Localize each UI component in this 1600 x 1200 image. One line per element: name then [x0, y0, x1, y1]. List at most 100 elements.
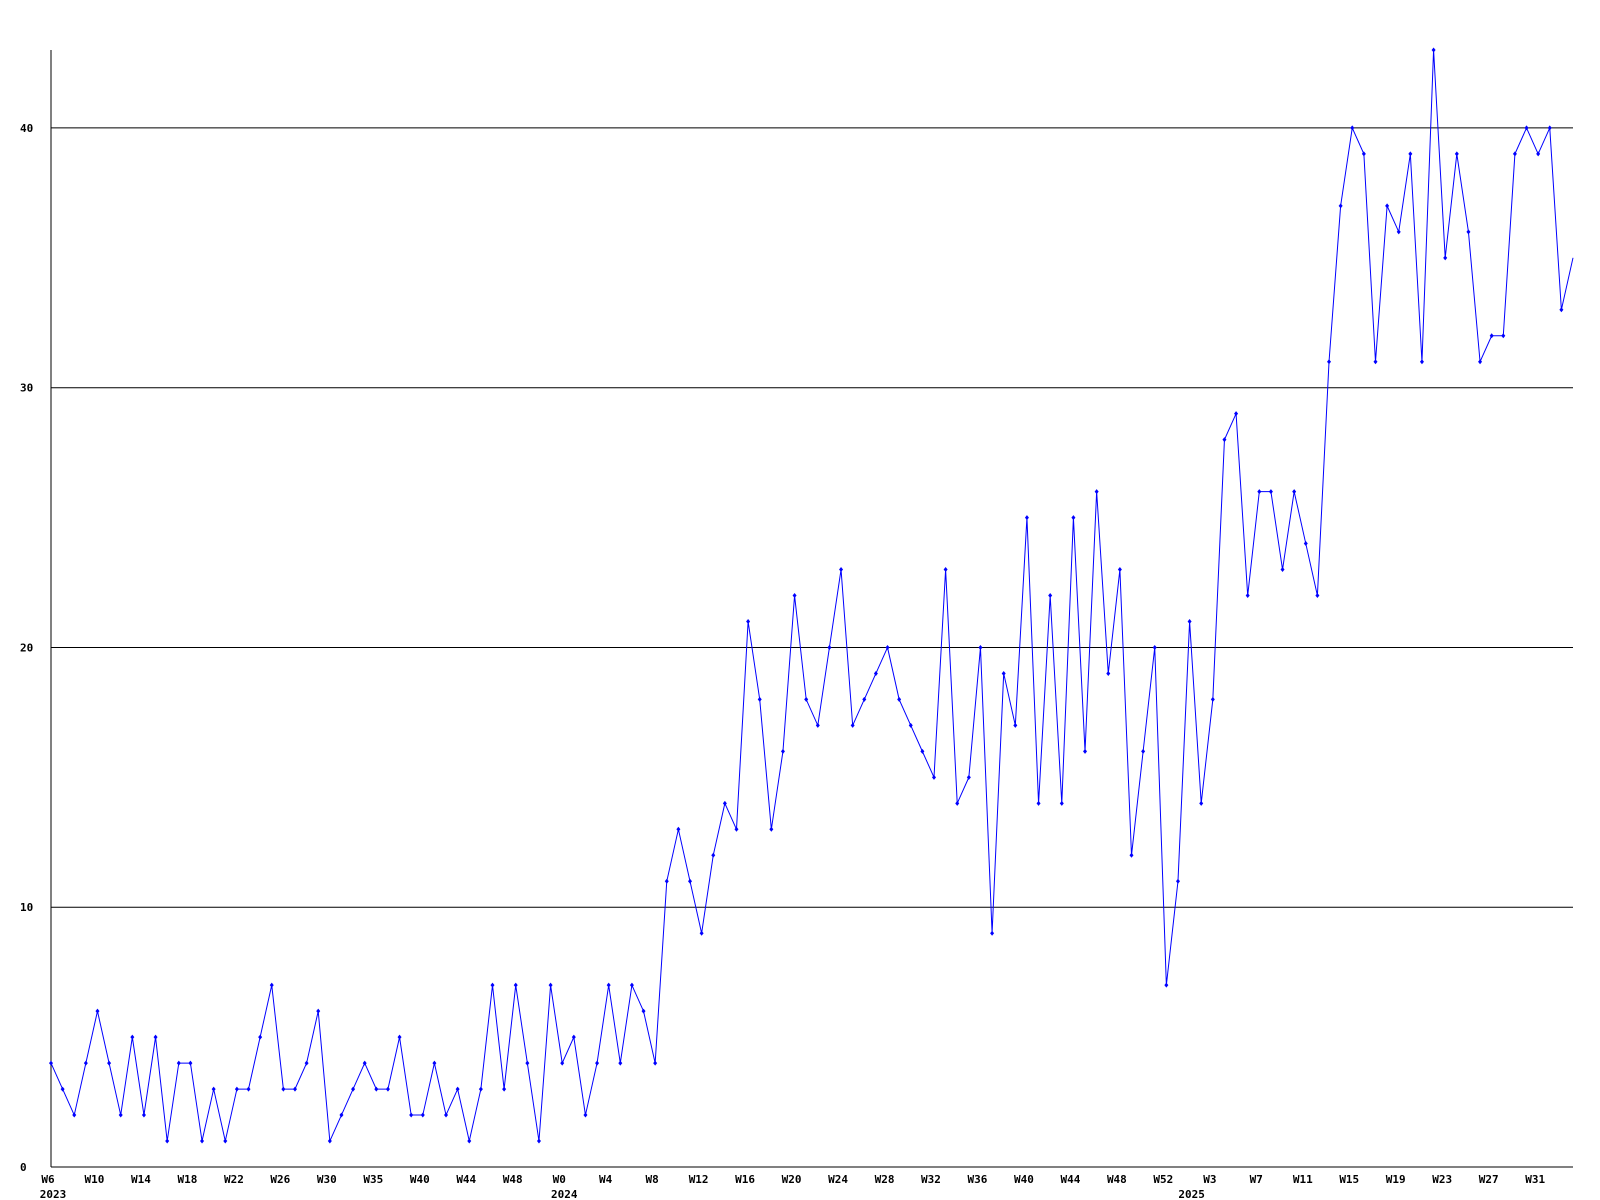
- data-point: [188, 1060, 193, 1066]
- data-point: [1327, 359, 1332, 365]
- data-point: [107, 1060, 112, 1066]
- data-point: [409, 1112, 414, 1118]
- x-tick-label: W6: [41, 1173, 55, 1186]
- data-point: [1036, 800, 1041, 806]
- data-point: [397, 1034, 402, 1040]
- data-point: [83, 1060, 88, 1066]
- data-point: [1199, 800, 1204, 806]
- y-tick-label: 30: [20, 382, 33, 395]
- data-point: [699, 930, 704, 936]
- data-point: [1117, 567, 1122, 573]
- data-point: [258, 1034, 263, 1040]
- x-tick-label: W48: [1107, 1173, 1127, 1186]
- data-point: [1512, 151, 1517, 157]
- data-point: [49, 1060, 53, 1066]
- x-tick-label: W22: [224, 1173, 244, 1186]
- data-point: [1245, 593, 1250, 599]
- data-point: [327, 1138, 332, 1144]
- x-tick-label: W3: [1203, 1173, 1216, 1186]
- data-point: [165, 1138, 170, 1144]
- data-point: [769, 826, 774, 832]
- data-point: [827, 644, 832, 650]
- data-point: [1292, 489, 1297, 495]
- data-point: [1443, 255, 1448, 261]
- data-point: [130, 1034, 135, 1040]
- data-point: [234, 1086, 239, 1092]
- data-point: [467, 1138, 472, 1144]
- x-tick-label: W0: [553, 1173, 566, 1186]
- x-tick-label: W4: [599, 1173, 613, 1186]
- data-point: [211, 1086, 216, 1092]
- data-point: [432, 1060, 437, 1066]
- data-point: [931, 774, 936, 780]
- x-tick-label: W15: [1339, 1173, 1359, 1186]
- x-tick-label: W14: [131, 1173, 151, 1186]
- data-point: [1536, 151, 1541, 157]
- data-point: [304, 1060, 309, 1066]
- data-point: [1385, 203, 1390, 209]
- data-point: [1083, 748, 1088, 754]
- data-point: [374, 1086, 379, 1092]
- data-point: [1141, 748, 1146, 754]
- data-point: [1013, 722, 1018, 728]
- x-tick-label: W16: [735, 1173, 755, 1186]
- data-point: [223, 1138, 228, 1144]
- x-tick-label: W27: [1479, 1173, 1499, 1186]
- data-point: [292, 1086, 297, 1092]
- data-point: [362, 1060, 367, 1066]
- data-point: [1431, 47, 1436, 53]
- data-point: [1164, 982, 1169, 988]
- data-point: [478, 1086, 483, 1092]
- data-point: [1361, 151, 1366, 157]
- data-point: [990, 930, 995, 936]
- data-point: [1373, 359, 1378, 365]
- data-point: [1396, 229, 1401, 235]
- data-point: [1234, 411, 1239, 417]
- data-point: [1454, 151, 1459, 157]
- data-point: [734, 826, 739, 832]
- data-point: [316, 1008, 321, 1014]
- data-point: [629, 982, 634, 988]
- data-point: [711, 852, 716, 858]
- data-point: [72, 1112, 77, 1118]
- x-tick-label: W44: [1060, 1173, 1080, 1186]
- data-point: [200, 1138, 205, 1144]
- y-tick-label: 20: [20, 641, 33, 654]
- x-tick-label: W18: [177, 1173, 197, 1186]
- data-point: [908, 722, 913, 728]
- data-point: [955, 800, 960, 806]
- data-point: [176, 1060, 181, 1066]
- data-point: [141, 1112, 146, 1118]
- data-point: [1059, 800, 1064, 806]
- data-point: [339, 1112, 344, 1118]
- data-point: [1547, 125, 1552, 131]
- data-point: [1129, 852, 1134, 858]
- data-point: [885, 644, 890, 650]
- data-point: [571, 1034, 576, 1040]
- data-point: [536, 1138, 541, 1144]
- y-tick-label: 40: [20, 122, 33, 135]
- data-point: [1048, 593, 1053, 599]
- data-point: [1071, 515, 1076, 521]
- data-point: [246, 1086, 251, 1092]
- data-point: [1280, 567, 1285, 573]
- data-point: [757, 696, 762, 702]
- data-point: [978, 644, 983, 650]
- data-point: [385, 1086, 390, 1092]
- x-tick-label: W44: [456, 1173, 476, 1186]
- data-point: [118, 1112, 123, 1118]
- data-point: [269, 982, 274, 988]
- year-label: 2025: [1178, 1188, 1205, 1200]
- data-point: [920, 748, 925, 754]
- data-point: [95, 1008, 100, 1014]
- data-point: [1524, 125, 1529, 131]
- data-point: [1024, 515, 1029, 521]
- data-point: [1478, 359, 1483, 365]
- year-label: 2023: [40, 1188, 67, 1200]
- x-tick-label: W40: [410, 1173, 430, 1186]
- data-point: [60, 1086, 65, 1092]
- data-point: [1152, 644, 1157, 650]
- x-tick-label: W30: [317, 1173, 337, 1186]
- data-point: [641, 1008, 646, 1014]
- data-point: [1187, 618, 1192, 624]
